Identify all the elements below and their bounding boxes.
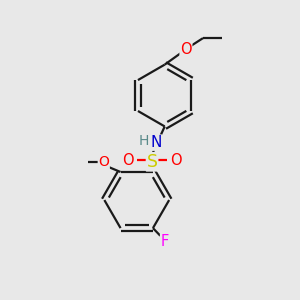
Text: N: N <box>150 135 162 150</box>
Text: F: F <box>160 234 169 249</box>
Text: O: O <box>122 153 134 168</box>
Text: H: H <box>139 134 149 148</box>
Text: O: O <box>170 153 182 168</box>
Text: O: O <box>180 42 192 57</box>
Text: S: S <box>147 153 158 171</box>
Text: O: O <box>98 155 109 169</box>
